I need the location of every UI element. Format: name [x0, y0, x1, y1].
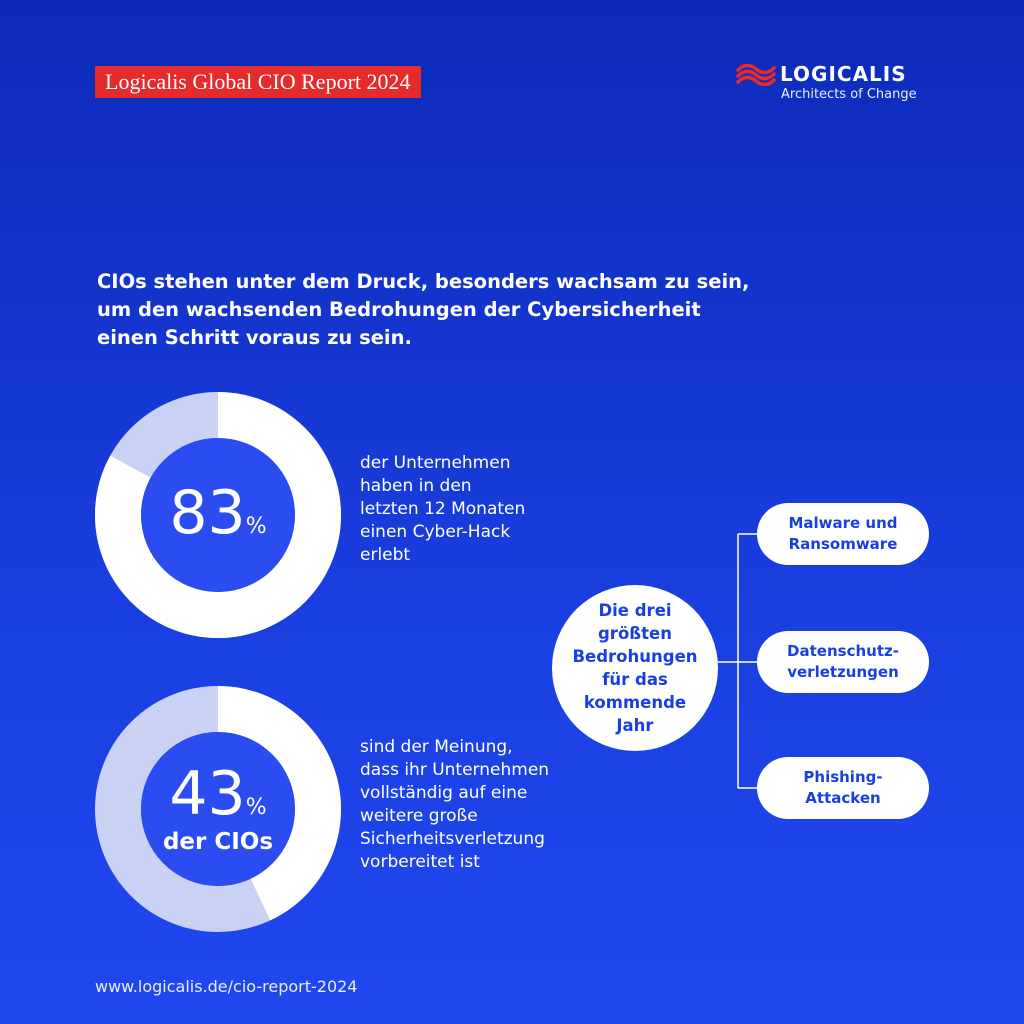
- stat-value: 43%: [95, 764, 341, 838]
- pill-line: Phishing-: [803, 768, 883, 786]
- intro-text: CIOs stehen unter dem Druck, besonders w…: [97, 268, 777, 352]
- desc-line: haben in den: [360, 476, 472, 496]
- footer-url[interactable]: www.logicalis.de/cio-report-2024: [95, 977, 358, 996]
- center-line: für das: [602, 670, 668, 689]
- center-line: größten: [598, 624, 672, 643]
- donut-graphic: [95, 686, 341, 932]
- desc-line: einen Cyber-Hack: [360, 522, 511, 542]
- donut-chart-83: 83%: [95, 392, 341, 638]
- donut-chart-43: 43% der CIOs: [95, 686, 341, 932]
- logo-wordmark: LOGICALIS: [780, 62, 907, 86]
- donut-center: [141, 732, 295, 886]
- pill-line: Malware und: [788, 514, 898, 532]
- threat-pill-datenschutz: Datenschutz- verletzungen: [757, 631, 929, 693]
- threats-center-circle: Die drei größten Bedrohungen für das kom…: [552, 585, 718, 751]
- stat-subtitle: der CIOs: [162, 829, 274, 855]
- desc-line: vorbereitet ist: [360, 852, 480, 872]
- pill-line: verletzungen: [787, 663, 899, 681]
- center-line: Die drei: [598, 601, 672, 620]
- pill-line: Attacken: [805, 789, 881, 807]
- desc-line: vollständig auf eine: [360, 783, 528, 803]
- stat-value: 83%: [95, 483, 341, 557]
- logo-tagline: Architects of Change: [781, 87, 917, 102]
- center-line: Bedrohungen: [572, 647, 698, 666]
- desc-line: weitere große: [360, 806, 478, 826]
- donut-graphic: [95, 392, 341, 638]
- desc-line: erlebt: [360, 545, 411, 565]
- report-title-tag: Logicalis Global CIO Report 2024: [95, 66, 421, 98]
- intro-line: einen Schritt voraus zu sein.: [97, 326, 412, 349]
- donut-value-ring: [95, 392, 341, 638]
- stat-number: 83: [169, 478, 246, 548]
- desc-line: dass ihr Unternehmen: [360, 760, 550, 780]
- donut-center: [141, 438, 295, 592]
- logicalis-wave-icon: [736, 64, 776, 86]
- threat-pill-phishing: Phishing- Attacken: [757, 757, 929, 819]
- stat-number: 43: [169, 759, 246, 829]
- stat-unit: %: [245, 514, 267, 539]
- desc-line: letzten 12 Monaten: [360, 499, 526, 519]
- desc-line: der Unternehmen: [360, 453, 511, 473]
- intro-line: um den wachsenden Bedrohungen der Cybers…: [97, 298, 701, 321]
- threat-pill-malware: Malware und Ransomware: [757, 503, 929, 565]
- stat-unit: %: [245, 795, 267, 820]
- desc-line: Sicherheitsverletzung: [360, 829, 545, 849]
- intro-line: CIOs stehen unter dem Druck, besonders w…: [97, 270, 750, 293]
- desc-line: sind der Meinung,: [360, 737, 513, 757]
- pill-line: Ransomware: [788, 535, 898, 553]
- donut-value-ring: [95, 686, 341, 932]
- logicalis-logo: LOGICALIS Architects of Change: [736, 62, 936, 106]
- pill-line: Datenschutz-: [787, 642, 899, 660]
- stat-description: der Unternehmen haben in den letzten 12 …: [360, 452, 525, 567]
- center-line: kommende: [583, 693, 687, 712]
- center-line: Jahr: [616, 716, 654, 735]
- stat-description: sind der Meinung, dass ihr Unternehmen v…: [360, 736, 549, 874]
